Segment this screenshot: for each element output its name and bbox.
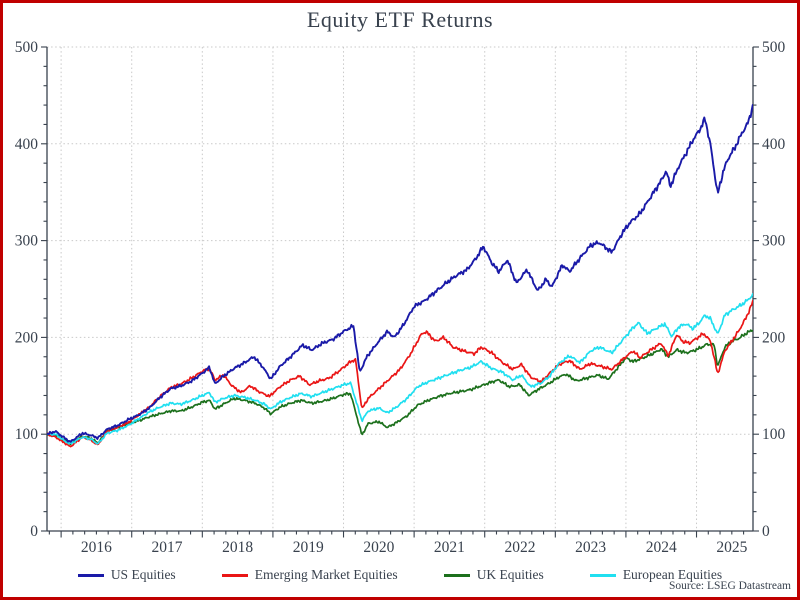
y-ticks	[41, 46, 759, 532]
svg-text:2020: 2020	[363, 539, 394, 556]
svg-text:500: 500	[15, 39, 39, 56]
x-ticks	[48, 531, 745, 538]
svg-text:500: 500	[762, 39, 786, 56]
legend-item: UK Equities	[443, 567, 544, 583]
source-label: Source: LSEG Datastream	[669, 580, 791, 592]
svg-text:2017: 2017	[152, 539, 183, 556]
legend-line-swatch	[589, 573, 616, 577]
legend-item: Emerging Market Equities	[221, 567, 398, 583]
svg-text:0: 0	[762, 523, 770, 540]
svg-text:200: 200	[15, 329, 39, 346]
legend-label: US Equities	[110, 567, 176, 582]
legend-label: Emerging Market Equities	[254, 567, 398, 582]
legend-line-swatch	[443, 573, 470, 577]
legend-item: US Equities	[77, 567, 176, 583]
series-us-equities	[47, 104, 753, 443]
series-emerging-market-equities	[47, 300, 753, 448]
svg-text:2022: 2022	[505, 539, 536, 556]
svg-text:100: 100	[15, 426, 39, 443]
svg-text:400: 400	[762, 136, 786, 153]
svg-text:200: 200	[762, 329, 786, 346]
chart-title: Equity ETF Returns	[306, 7, 494, 32]
legend: US Equities Emerging Market Equities UK Eq…	[3, 567, 797, 583]
svg-text:2018: 2018	[222, 539, 253, 556]
series-uk-equities	[47, 329, 753, 446]
svg-text:300: 300	[762, 233, 786, 250]
svg-text:300: 300	[15, 233, 39, 250]
chart-plot: 0 100 200 300 400 500 0 100 200 300 400 500 2016 2017…	[15, 39, 786, 556]
svg-text:2025: 2025	[716, 539, 747, 556]
svg-text:0: 0	[30, 523, 38, 540]
svg-text:100: 100	[762, 426, 786, 443]
legend-line-swatch	[221, 573, 248, 577]
x-tick-labels: 2016 2017 2018 2019 2020 2021 2022 2023 2024 2025	[81, 539, 748, 556]
legend-label: UK Equities	[476, 567, 544, 582]
svg-text:2019: 2019	[293, 539, 324, 556]
y-tick-labels-right: 0 100 200 300 400 500	[762, 39, 786, 540]
legend-line-swatch	[77, 573, 104, 577]
svg-text:2023: 2023	[575, 539, 606, 556]
y-tick-labels-left: 0 100 200 300 400 500	[15, 39, 39, 540]
svg-text:2021: 2021	[434, 539, 465, 556]
axes	[46, 47, 754, 532]
legend-item: European Equities	[589, 567, 723, 583]
series-european-equities	[47, 293, 753, 445]
svg-text:2016: 2016	[81, 539, 112, 556]
svg-text:2024: 2024	[646, 539, 677, 556]
svg-text:400: 400	[15, 136, 39, 153]
gridlines	[47, 46, 753, 531]
legend-label: European Equities	[622, 567, 723, 582]
